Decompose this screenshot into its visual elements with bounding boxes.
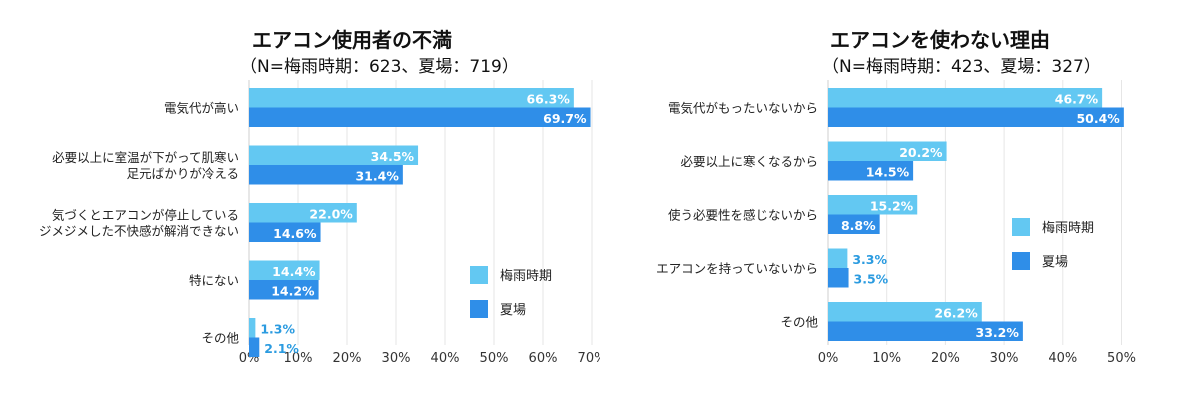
category-label: 気づくとエアコンが停止している (52, 208, 239, 223)
x-tick-label: 10% (284, 351, 313, 366)
chart1-subtitle: （N=梅雨時期：623、夏場：719） (240, 57, 519, 77)
legend-swatch-summer (1012, 252, 1030, 270)
bar-summer (828, 268, 849, 288)
bar-rainy (828, 248, 848, 268)
data-label: 14.5% (866, 165, 910, 180)
category-label: エアコンを持っていないから (656, 261, 818, 276)
x-tick-label: 10% (872, 351, 901, 366)
data-label: 34.5% (371, 149, 415, 164)
data-label: 14.2% (271, 284, 315, 299)
data-label: 14.6% (273, 226, 317, 241)
data-label: 1.3% (260, 322, 295, 337)
category-label: 特にない (189, 273, 239, 288)
bar-summer (249, 222, 321, 242)
bar-rainy (828, 195, 918, 215)
legend-label: 梅雨時期 (500, 269, 552, 284)
bar-summer (828, 321, 1023, 341)
category-label: その他 (780, 315, 818, 330)
legend-swatch-summer (470, 300, 488, 318)
data-label: 8.8% (841, 218, 876, 233)
category-label: 必要以上に室温が下がって肌寒い (52, 150, 239, 165)
category-label: ジメジメした不快感が解消できない (39, 224, 239, 239)
data-label: 20.2% (899, 145, 943, 160)
bar-summer (249, 280, 319, 300)
data-label: 14.4% (272, 264, 316, 279)
x-tick-label: 30% (990, 351, 1019, 366)
category-label: 電気代が高い (164, 101, 239, 116)
bar-rainy (828, 88, 1103, 108)
bar-summer (249, 337, 260, 357)
x-tick-label: 20% (333, 351, 362, 366)
chart2-title: エアコンを使わない理由 (830, 28, 1050, 52)
bar-summer (828, 107, 1124, 127)
chart1-title: エアコン使用者の不満 (252, 28, 452, 52)
x-tick-label: 50% (480, 351, 509, 366)
x-tick-label: 20% (931, 351, 960, 366)
bar-rainy (249, 318, 256, 338)
bar-summer (828, 161, 914, 181)
bar-rainy (249, 260, 320, 280)
x-tick-label: 70% (578, 351, 600, 366)
bar-rainy (249, 88, 574, 108)
x-tick-label: 40% (431, 351, 460, 366)
bar-rainy (249, 145, 419, 165)
bar-rainy (828, 141, 947, 161)
legend-label: 梅雨時期 (1042, 221, 1094, 236)
category-label: 足元ばかりが冷える (127, 166, 239, 181)
chart2-subtitle: （N=梅雨時期：423、夏場：327） (822, 57, 1101, 77)
data-label: 15.2% (870, 199, 914, 214)
category-label: 電気代がもったいないから (668, 101, 818, 116)
data-label: 2.1% (264, 341, 299, 356)
data-label: 3.3% (852, 252, 887, 267)
x-tick-label: 0% (818, 351, 839, 366)
bar-rainy (828, 302, 982, 322)
data-label: 46.7% (1055, 92, 1099, 107)
x-tick-label: 30% (382, 351, 411, 366)
data-label: 33.2% (976, 325, 1020, 340)
data-label: 3.5% (854, 272, 889, 287)
x-tick-label: 40% (1048, 351, 1077, 366)
category-label: 使う必要性を感じないから (668, 208, 818, 223)
legend-swatch-rainy (470, 266, 488, 284)
x-tick-label: 60% (529, 351, 558, 366)
data-label: 69.7% (543, 111, 587, 126)
category-label: 必要以上に寒くなるから (680, 154, 818, 169)
legend-label: 夏場 (500, 303, 526, 318)
data-label: 66.3% (526, 92, 570, 107)
legend-swatch-rainy (1012, 218, 1030, 236)
category-label: その他 (201, 331, 239, 346)
chart2-plot: 0% 10% 20% 30% 40% 50% 電気代がもったいないから 46.7% 50.4% 必… (656, 80, 1136, 366)
bar-summer (249, 165, 403, 185)
bar-summer (828, 214, 880, 234)
data-label: 50.4% (1076, 111, 1120, 126)
data-label: 22.0% (309, 207, 353, 222)
x-tick-label: 50% (1107, 351, 1136, 366)
chart1-plot: 0%10%20%30%40%50%60%70%電気代が高い66.3%69.7%必… (39, 80, 600, 366)
data-label: 31.4% (355, 169, 399, 184)
bar-rainy (249, 203, 357, 223)
bar-summer (249, 107, 591, 127)
data-label: 26.2% (934, 306, 978, 321)
legend-label: 夏場 (1042, 255, 1068, 270)
